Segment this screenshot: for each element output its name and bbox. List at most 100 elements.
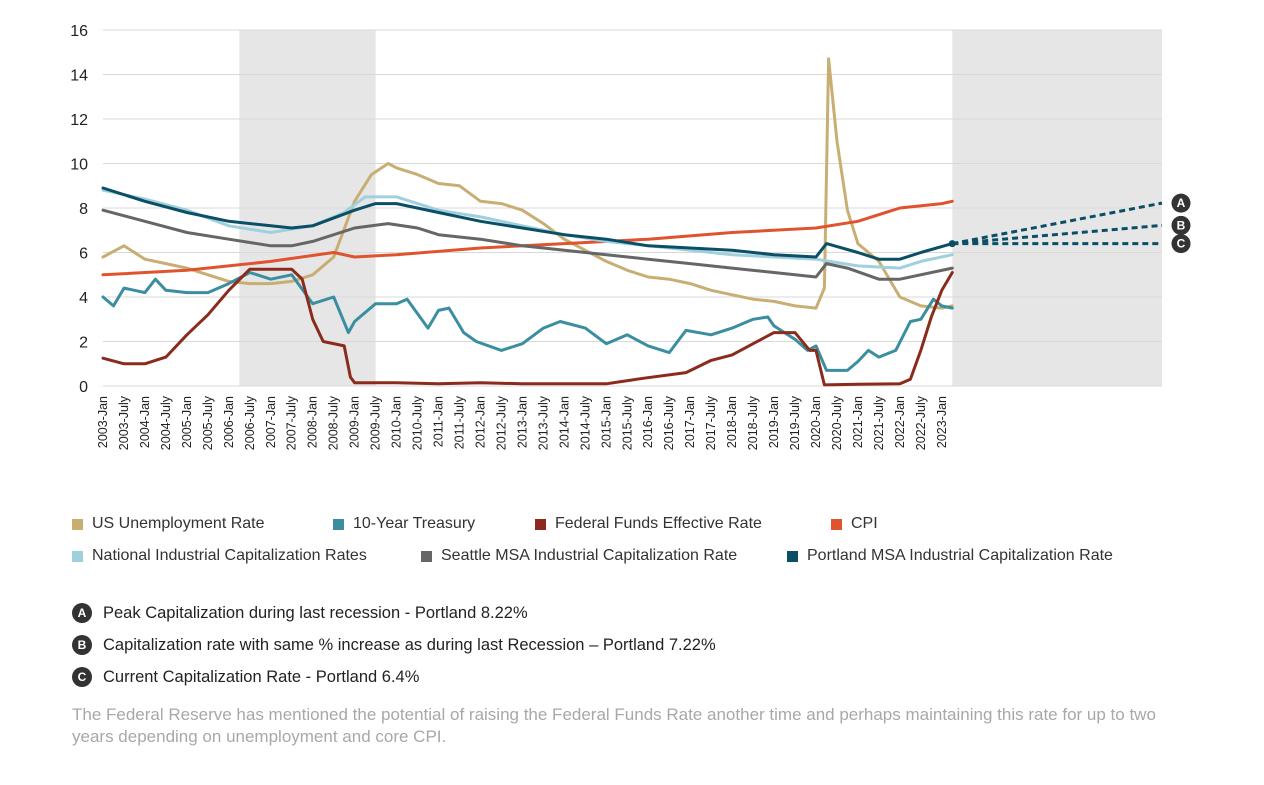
x-tick-label-2008-jan: 2008-Jan [306,396,320,448]
legend-swatch-10yr-treasury [333,518,344,530]
x-tick-label-2012-july: 2012-July [494,395,508,450]
y-tick-label-2: 2 [79,335,88,352]
note-b-text: Capitalization rate with same % increase… [103,635,716,654]
x-tick-label-2009-jan: 2009-Jan [348,396,362,448]
series-line-us-unemployment-rate [101,57,954,310]
series-line-seattle-msa-industrial-capitalization-rate [101,208,954,281]
x-tick-label-2018-jan: 2018-Jan [725,396,739,448]
y-tick-label-10: 10 [70,157,88,174]
x-tick-label-2007-july: 2007-July [285,395,299,450]
legend: US Unemployment Rate 10-Year Treasury Fe… [72,508,1192,572]
y-tick-label-16: 16 [70,23,88,40]
legend-item-fed-funds: Federal Funds Effective Rate [535,515,831,533]
legend-label-portland-cap: Portland MSA Industrial Capitalization R… [807,547,1113,564]
x-tick-label-2013-jan: 2013-Jan [515,396,529,448]
note-c-badge: C [72,667,92,687]
legend-swatch-unemployment [72,518,83,530]
x-tick-label-2006-july: 2006-July [243,395,257,450]
series-line-10-year-treasury [101,271,954,372]
legend-item-10yr-treasury: 10-Year Treasury [333,515,535,533]
projection-line-a [952,201,1163,246]
legend-label-unemployment: US Unemployment Rate [92,515,265,532]
x-tick-label-2003-july: 2003-July [117,395,131,450]
x-tick-label-2017-jan: 2017-Jan [683,396,697,448]
projection-badge-letter-c: C [1177,237,1186,251]
projection-badge-a [1171,193,1191,213]
note-c-text: Current Capitalization Rate - Portland 6… [103,667,420,686]
notes: A Peak Capitalization during last recess… [72,597,1192,693]
projection-lines: ABC [948,193,1191,254]
x-tick-label-2015-july: 2015-July [620,395,634,450]
series-lines [101,57,954,387]
legend-item-unemployment: US Unemployment Rate [72,515,333,533]
series-line-federal-funds-effective-rate [101,267,954,387]
note-a: A Peak Capitalization during last recess… [72,597,1192,629]
legend-item-portland-cap: Portland MSA Industrial Capitalization R… [787,547,1113,565]
x-tick-label-2020-jan: 2020-Jan [809,396,823,448]
x-tick-label-2009-july: 2009-July [369,395,383,450]
series-line-cpi [101,199,954,277]
legend-item-seattle-cap: Seattle MSA Industrial Capitalization Ra… [421,547,787,565]
projection-line-b [952,223,1163,246]
x-tick-label-2005-jan: 2005-Jan [180,396,194,448]
legend-item-cpi: CPI [831,515,878,533]
x-tick-label-2010-jan: 2010-Jan [390,396,404,448]
note-a-badge: A [72,603,92,623]
y-tick-label-6: 6 [79,246,88,263]
projection-origin-dot [948,240,956,248]
x-tick-label-2007-jan: 2007-Jan [264,396,278,448]
legend-label-cpi: CPI [851,515,878,532]
y-tick-label-12: 12 [70,112,88,129]
y-tick-label-14: 14 [70,68,88,85]
note-b: B Capitalization rate with same % increa… [72,629,1192,661]
legend-swatch-portland-cap [787,550,798,562]
x-tick-label-2019-july: 2019-July [788,395,802,450]
legend-row-1: US Unemployment Rate 10-Year Treasury Fe… [72,508,1192,540]
note-a-text: Peak Capitalization during last recessio… [103,603,528,622]
projection-badge-b [1171,215,1191,235]
x-tick-label-2019-jan: 2019-Jan [767,396,781,448]
x-tick-label-2006-jan: 2006-Jan [222,396,236,448]
y-axis-ticks: 0 2 4 6 8 10 12 14 16 [70,23,88,396]
legend-swatch-fed-funds [535,518,546,530]
legend-swatch-seattle-cap [421,550,432,562]
x-tick-label-2021-jan: 2021-Jan [851,396,865,448]
projection-badge-letter-b: B [1177,218,1186,232]
legend-swatch-cpi [831,518,842,530]
y-tick-label-4: 4 [79,290,88,307]
x-tick-label-2005-july: 2005-July [201,395,215,450]
x-tick-label-2022-jan: 2022-Jan [893,396,907,448]
series-line-portland-msa-industrial-capitalization-rate [101,186,954,261]
legend-label-seattle-cap: Seattle MSA Industrial Capitalization Ra… [441,547,738,564]
x-tick-label-2003-jan: 2003-Jan [96,396,110,448]
x-tick-label-2013-july: 2013-July [536,395,550,450]
x-tick-label-2021-july: 2021-July [872,395,886,450]
legend-swatch-national-cap [72,550,83,562]
legend-row-2: National Industrial Capitalization Rates… [72,540,1192,572]
x-tick-label-2015-jan: 2015-Jan [599,396,613,448]
x-tick-label-2004-july: 2004-July [159,395,173,450]
legend-item-national-cap: National Industrial Capitalization Rates [72,547,421,565]
legend-label-national-cap: National Industrial Capitalization Rates [92,547,367,564]
x-tick-label-2011-july: 2011-July [452,395,466,449]
x-axis-ticks: 2003-Jan 2003-July 2004-Jan 2004-July 2005-J… [96,395,949,450]
x-tick-label-2004-jan: 2004-Jan [138,396,152,448]
x-tick-label-2018-july: 2018-July [746,395,760,450]
x-tick-label-2023-jan: 2023-Jan [935,396,949,448]
x-tick-label-2020-july: 2020-July [830,395,844,450]
legend-label-fed-funds: Federal Funds Effective Rate [555,515,762,532]
x-tick-label-2014-july: 2014-July [578,395,592,450]
x-tick-label-2010-july: 2010-July [411,395,425,450]
x-tick-label-2008-july: 2008-July [327,395,341,450]
series-line-national-industrial-capitalization-rates [101,188,954,270]
x-tick-label-2014-jan: 2014-Jan [557,396,571,448]
x-tick-label-2016-jan: 2016-Jan [641,396,655,448]
note-c: C Current Capitalization Rate - Portland… [72,661,1192,693]
x-tick-label-2016-july: 2016-July [662,395,676,450]
note-b-badge: B [72,635,92,655]
x-tick-label-2017-july: 2017-July [704,395,718,450]
y-tick-label-0: 0 [79,379,88,396]
footnote: The Federal Reserve has mentioned the po… [72,705,1156,746]
projection-badge-letter-a: A [1177,196,1186,210]
